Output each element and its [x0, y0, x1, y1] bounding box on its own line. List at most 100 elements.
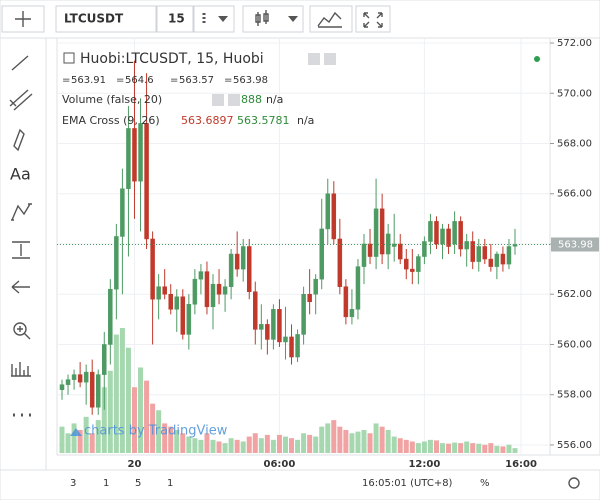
- interval: 15: [168, 12, 185, 26]
- symbol-input[interactable]: [55, 5, 157, 33]
- candle-body: [512, 244, 518, 247]
- candle-body: [168, 293, 173, 310]
- volume-bar: [343, 429, 349, 453]
- candle-body: [434, 221, 439, 245]
- volume-bar: [246, 436, 252, 453]
- candle-body: [71, 374, 77, 380]
- volume-bar: [210, 439, 216, 453]
- candle-body: [349, 309, 355, 318]
- measure-tool[interactable]: [12, 241, 30, 259]
- volume-bar: [174, 429, 180, 453]
- candle-body: [361, 243, 367, 267]
- candle-body: [265, 324, 270, 340]
- range-button[interactable]: 1: [103, 478, 109, 489]
- volume-bar: [162, 423, 168, 453]
- collapse-box[interactable]: [63, 52, 75, 64]
- ema-cross: n/a: [297, 114, 314, 127]
- volume-bar: [464, 441, 470, 453]
- y-tick-label: 560.00: [557, 339, 592, 350]
- volume-bar: [458, 443, 464, 453]
- candle-body: [259, 324, 264, 330]
- bottom-toolbar: [0, 469, 600, 501]
- candle-body: [162, 286, 167, 295]
- indicator-name: EMA Cross (9, 26): [62, 114, 160, 127]
- range-button[interactable]: 1: [167, 478, 173, 489]
- volume-bar: [71, 423, 77, 453]
- interval-button[interactable]: [156, 5, 194, 33]
- candle-body: [307, 293, 312, 303]
- left-toolbar: [0, 37, 47, 471]
- volume-bar: [240, 441, 246, 453]
- volume-bar: [59, 426, 65, 453]
- brush-tool[interactable]: [13, 128, 25, 152]
- crosshair-icon: [15, 11, 31, 27]
- volume-bar: [125, 347, 131, 453]
- candle-body: [343, 286, 349, 318]
- candle-body: [385, 233, 391, 255]
- volume-bar: [295, 439, 301, 453]
- fullscreen-icon: [363, 12, 383, 28]
- indicator-eye[interactable]: [212, 94, 224, 106]
- volume-bar: [500, 446, 506, 453]
- x-tick-label: 06:00: [264, 459, 296, 470]
- volume-bar: [440, 443, 446, 453]
- indicator-close[interactable]: [228, 94, 240, 106]
- fib-tool[interactable]: [9, 89, 33, 111]
- legend-gear[interactable]: [324, 53, 336, 65]
- last-price-box: [551, 237, 599, 252]
- volume-bar: [391, 436, 397, 453]
- candle-body: [355, 266, 361, 310]
- ohlc-eq: =: [170, 75, 178, 86]
- fullscreen-button[interactable]: [355, 5, 391, 33]
- magnet-tool[interactable]: [11, 362, 31, 377]
- indicator-name: Volume (false, 20): [62, 93, 162, 106]
- y-tick-label: 566.00: [557, 189, 592, 200]
- text-tool[interactable]: Aa: [10, 165, 31, 184]
- candle-body: [192, 278, 198, 305]
- legend-eye[interactable]: [308, 53, 320, 65]
- volume-bar: [198, 439, 204, 453]
- range-button[interactable]: 5: [135, 478, 141, 489]
- candles: [59, 60, 518, 415]
- candle-body: [428, 221, 433, 242]
- interval-menu[interactable]: [193, 5, 235, 33]
- range-button[interactable]: 3: [70, 478, 76, 489]
- candle-body: [174, 296, 180, 310]
- zoom-tool[interactable]: [13, 322, 27, 336]
- legend-open: 563.91: [71, 75, 106, 86]
- candle-body: [228, 253, 234, 287]
- ema-slow: 563.5781: [237, 114, 290, 127]
- candle-body: [397, 243, 403, 260]
- candle-body: [391, 243, 397, 247]
- settings-gear[interactable]: [568, 477, 580, 489]
- candle-body: [337, 238, 343, 287]
- candle-body: [422, 241, 427, 257]
- trendline-tool[interactable]: [11, 55, 29, 71]
- candle-body: [464, 241, 469, 250]
- volume-bar: [319, 426, 325, 453]
- candle-body: [77, 374, 83, 383]
- caret: [288, 16, 298, 22]
- volume-bar: [452, 442, 458, 453]
- percent-toggle[interactable]: %: [480, 478, 490, 489]
- volume-value: 888: [241, 93, 262, 106]
- y-tick-label: 572.00: [557, 38, 592, 49]
- volume-bar: [470, 443, 476, 453]
- last-price-label: 563.98: [558, 239, 593, 250]
- volume-bar: [89, 433, 95, 453]
- candle-body: [295, 334, 300, 358]
- volume-bar: [289, 438, 295, 453]
- volume-bar: [138, 367, 144, 453]
- volume-bar: [258, 438, 264, 453]
- candle-body: [379, 208, 385, 255]
- volume-bar: [355, 431, 361, 453]
- volume-bar: [264, 434, 270, 453]
- back-tool[interactable]: [11, 280, 30, 294]
- candle-body: [114, 236, 119, 290]
- candle-body: [319, 228, 324, 280]
- volume-ma: n/a: [266, 93, 283, 106]
- candles-icon: [255, 10, 269, 26]
- pattern-tool[interactable]: [11, 203, 32, 221]
- y-tick-label: 568.00: [557, 139, 592, 150]
- ohlc-eq: =: [116, 75, 124, 86]
